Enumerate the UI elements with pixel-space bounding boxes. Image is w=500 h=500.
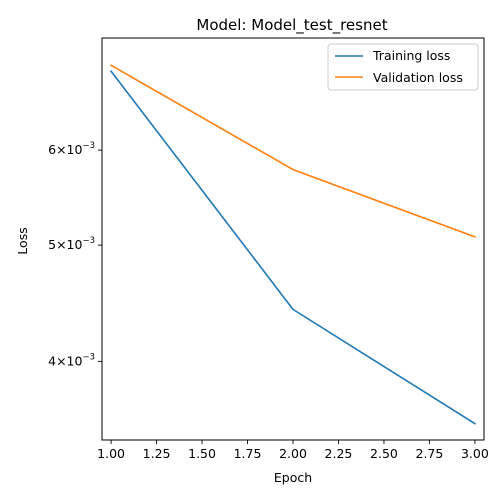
x-axis-label: Epoch: [274, 470, 312, 485]
x-tick-label: 2.50: [370, 446, 398, 461]
series-line-validation: [110, 64, 476, 238]
x-axis-ticks: 1.00 1.25 1.50 1.75 2.00 2.25 2.50 2.75 3.00: [97, 440, 489, 461]
y-tick-label: 6×10−3: [48, 141, 95, 157]
chart-title: Model: Model_test_resnet: [196, 16, 387, 35]
x-tick-label: 3.00: [461, 446, 489, 461]
x-tick-label: 2.25: [325, 446, 353, 461]
plot-frame: [101, 37, 485, 441]
legend-label-training: Training loss: [372, 48, 450, 63]
x-tick-label: 1.75: [234, 446, 262, 461]
x-tick-label: 2.75: [416, 446, 444, 461]
x-tick-label: 1.50: [188, 446, 216, 461]
x-tick-label: 1.25: [143, 446, 171, 461]
legend: Training loss Validation loss: [327, 43, 479, 91]
y-tick-label: 5×10−3: [48, 236, 95, 252]
legend-box: [327, 43, 479, 91]
series-line-training: [109, 70, 477, 425]
y-tick-label: 4×10−3: [48, 352, 95, 368]
y-axis-label: Loss: [15, 227, 30, 254]
y-axis-ticks: 6×10−3 5×10−3 4×10−3: [48, 141, 102, 368]
x-tick-label: 2.00: [279, 446, 307, 461]
plot-area: [109, 64, 477, 425]
legend-label-validation: Validation loss: [373, 70, 463, 85]
x-tick-label: 1.00: [97, 446, 125, 461]
